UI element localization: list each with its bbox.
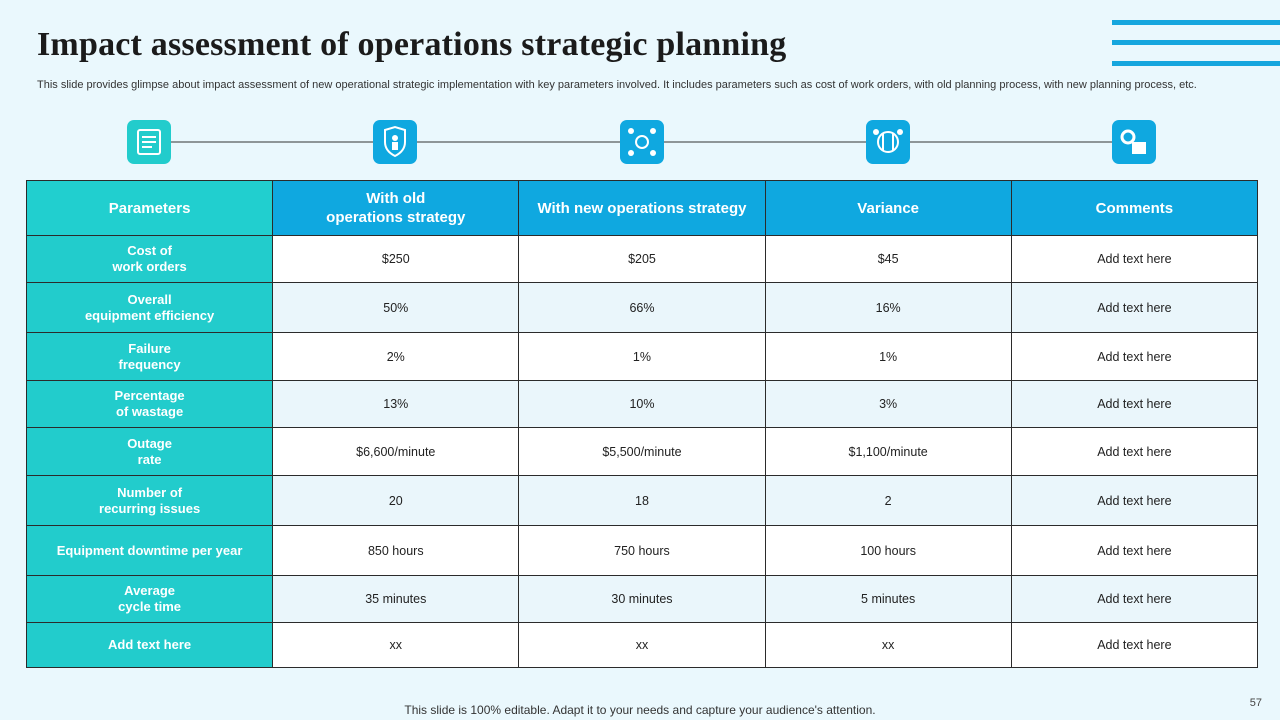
cell: 5 minutes xyxy=(764,575,1012,623)
page-number: 57 xyxy=(1249,697,1262,709)
subtitle: This slide provides glimpse about impact… xyxy=(37,79,1197,91)
cell: $1,100/minute xyxy=(764,427,1012,476)
column-header: With new operations strategy xyxy=(518,180,766,236)
table-row: Number of recurring issues 20 18 2 Add text … xyxy=(25,475,1259,526)
cell: 35 minutes xyxy=(272,575,520,623)
cell: 100 hours xyxy=(764,525,1012,576)
column-header: Parameters xyxy=(25,180,274,236)
icon xyxy=(866,120,910,164)
icon-row xyxy=(127,120,1156,164)
cell: 10% xyxy=(518,380,766,428)
cell: 2% xyxy=(272,332,520,381)
cell: 16% xyxy=(764,282,1012,333)
cell: Add text here xyxy=(1010,525,1259,576)
decor-stripe xyxy=(1112,20,1280,25)
cell: Add text here xyxy=(1010,622,1259,668)
cell: 13% xyxy=(272,380,520,428)
cell: xx xyxy=(518,622,766,668)
table-row: Add text here xx xx xx Add text here xyxy=(25,622,1259,668)
table-row: Cost of work orders $250 $205 $45 Add text h… xyxy=(25,235,1259,283)
cell: 850 hours xyxy=(272,525,520,576)
table-row: Failure frequency 2% 1% 1% Add text here xyxy=(25,332,1259,381)
cell: Add text here xyxy=(1010,427,1259,476)
cell: 18 xyxy=(518,475,766,526)
cell: $6,600/minute xyxy=(272,427,520,476)
column-header: Variance xyxy=(764,180,1012,236)
column-header: With old operations strategy xyxy=(272,180,520,236)
cell: 750 hours xyxy=(518,525,766,576)
row-header: Overall equipment efficiency xyxy=(25,282,274,333)
cell: 30 minutes xyxy=(518,575,766,623)
table: Parameters With old operations strategy Wi… xyxy=(25,180,1259,668)
cell: xx xyxy=(272,622,520,668)
row-header: Failure frequency xyxy=(25,332,274,381)
cell: 1% xyxy=(518,332,766,381)
column-header: Comments xyxy=(1010,180,1259,236)
row-header: Equipment downtime per year xyxy=(25,525,274,576)
cell: 50% xyxy=(272,282,520,333)
row-header: Number of recurring issues xyxy=(25,475,274,526)
table-row: Overall equipment efficiency 50% 66% 16% Add… xyxy=(25,282,1259,333)
cell: Add text here xyxy=(1010,475,1259,526)
footer-note: This slide is 100% editable. Adapt it to… xyxy=(404,703,876,717)
cell: 3% xyxy=(764,380,1012,428)
cell: Add text here xyxy=(1010,332,1259,381)
icon xyxy=(127,120,171,164)
table-row: Percentage of wastage 13% 10% 3% Add text he… xyxy=(25,380,1259,428)
cell: Add text here xyxy=(1010,235,1259,283)
row-header: Average cycle time xyxy=(25,575,274,623)
cell: $45 xyxy=(764,235,1012,283)
table-row: Average cycle time 35 minutes 30 minutes 5 … xyxy=(25,575,1259,623)
row-header: Add text here xyxy=(25,622,274,668)
cell: Add text here xyxy=(1010,575,1259,623)
cell: xx xyxy=(764,622,1012,668)
table-row: Equipment downtime per year 850 hours 750 … xyxy=(25,525,1259,576)
row-header: Percentage of wastage xyxy=(25,380,274,428)
row-header: Outage rate xyxy=(25,427,274,476)
decor-stripe xyxy=(1112,40,1280,45)
cell: 66% xyxy=(518,282,766,333)
cell: $250 xyxy=(272,235,520,283)
cell: $5,500/minute xyxy=(518,427,766,476)
cell: Add text here xyxy=(1010,380,1259,428)
icon xyxy=(620,120,664,164)
table-row: Outage rate $6,600/minute $5,500/minute $1,… xyxy=(25,427,1259,476)
cell: Add text here xyxy=(1010,282,1259,333)
cell: 1% xyxy=(764,332,1012,381)
row-header: Cost of work orders xyxy=(25,235,274,283)
decor-stripe xyxy=(1112,61,1280,66)
icon xyxy=(373,120,417,164)
icon xyxy=(1112,120,1156,164)
cell: 20 xyxy=(272,475,520,526)
cell: 2 xyxy=(764,475,1012,526)
title: Impact assessment of operations strategi… xyxy=(37,26,787,63)
cell: $205 xyxy=(518,235,766,283)
